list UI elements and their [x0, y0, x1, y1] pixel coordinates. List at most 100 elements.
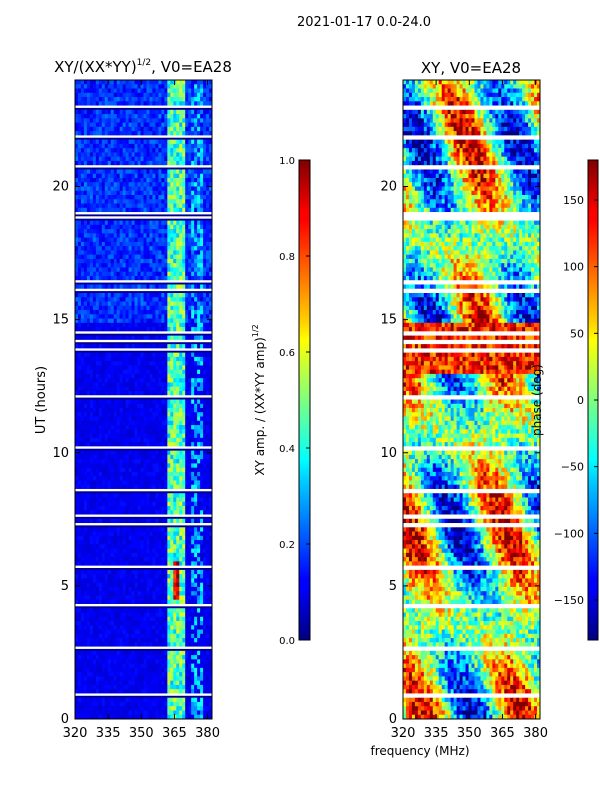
amplitude-heatmap-cell	[209, 578, 212, 583]
amplitude-heatmap-cell	[170, 284, 174, 290]
amplitude-heatmap-cell	[86, 275, 91, 281]
amplitude-heatmap-cell	[92, 233, 97, 238]
amplitude-heatmap-cell	[200, 586, 204, 592]
amplitude-heatmap-cell	[140, 467, 144, 473]
amplitude-heatmap-cell	[170, 314, 174, 319]
amplitude-heatmap-cell	[113, 241, 118, 247]
amplitude-heatmap-cell	[101, 399, 106, 405]
amplitude-heatmap-cell	[155, 399, 159, 405]
amplitude-heatmap-cell	[188, 386, 192, 392]
amplitude-heatmap-cell	[116, 510, 121, 515]
amplitude-heatmap-cell	[152, 586, 156, 592]
amplitude-heatmap-cell	[80, 450, 85, 456]
amplitude-heatmap-cell	[206, 408, 210, 413]
amplitude-heatmap-cell	[107, 203, 112, 209]
amplitude-heatmap-cell	[95, 484, 100, 490]
amplitude-heatmap-cell	[80, 518, 85, 524]
amplitude-heatmap-cell	[179, 233, 183, 238]
amplitude-heatmap-cell	[188, 207, 192, 213]
amplitude-heatmap-cell	[173, 531, 177, 537]
amplitude-heatmap-cell	[152, 412, 156, 417]
amplitude-heatmap-cell	[92, 373, 97, 379]
amplitude-heatmap-cell	[125, 540, 130, 545]
amplitude-heatmap-cell	[143, 361, 147, 366]
amplitude-heatmap-cell	[92, 318, 97, 324]
amplitude-heatmap-cell	[158, 92, 162, 98]
amplitude-heatmap-cell	[146, 595, 150, 601]
amplitude-heatmap-cell	[104, 510, 109, 515]
amplitude-heatmap-cell	[167, 442, 171, 447]
amplitude-heatmap-cell	[170, 275, 174, 281]
amplitude-heatmap-cell	[101, 118, 106, 123]
amplitude-heatmap-cell	[158, 352, 162, 358]
amplitude-heatmap-cell	[75, 586, 79, 592]
amplitude-heatmap-cell	[203, 160, 207, 166]
amplitude-heatmap-cell	[191, 160, 195, 166]
amplitude-heatmap-cell	[101, 182, 106, 187]
amplitude-heatmap-cell	[203, 224, 207, 230]
amplitude-heatmap-cell	[77, 352, 82, 358]
amplitude-heatmap-cell	[164, 501, 168, 507]
amplitude-heatmap-cell	[206, 195, 210, 200]
amplitude-heatmap-cell	[77, 80, 82, 85]
amplitude-heatmap-cell	[170, 574, 174, 579]
amplitude-heatmap-cell	[119, 263, 124, 268]
amplitude-heatmap-cell	[125, 493, 130, 498]
amplitude-heatmap-cell	[125, 557, 130, 562]
amplitude-heatmap-cell	[125, 535, 130, 541]
amplitude-heatmap-cell	[131, 450, 135, 456]
amplitude-heatmap-cell	[125, 310, 130, 315]
amplitude-heatmap-cell	[170, 510, 174, 515]
amplitude-heatmap-cell	[110, 126, 115, 132]
amplitude-heatmap-cell	[149, 365, 153, 370]
amplitude-heatmap-cell	[104, 148, 109, 153]
amplitude-heatmap-cell	[164, 356, 168, 362]
amplitude-heatmap-cell	[188, 156, 192, 162]
amplitude-heatmap-cell	[152, 220, 156, 226]
amplitude-heatmap-cell	[173, 442, 177, 447]
amplitude-heatmap-cell	[134, 220, 138, 226]
amplitude-heatmap-cell	[131, 114, 135, 119]
amplitude-heatmap-cell	[101, 369, 106, 375]
amplitude-heatmap-cell	[173, 480, 177, 485]
amplitude-heatmap-cell	[161, 595, 165, 601]
amplitude-heatmap-cell	[194, 599, 198, 605]
amplitude-heatmap-cell	[140, 437, 144, 443]
amplitude-heatmap-cell	[98, 224, 103, 230]
amplitude-heatmap-cell	[86, 199, 91, 204]
amplitude-heatmap-cell	[191, 608, 195, 613]
amplitude-heatmap-cell	[110, 131, 115, 136]
amplitude-heatmap-cell	[122, 557, 127, 562]
amplitude-heatmap-cell	[170, 237, 174, 243]
amplitude-heatmap-cell	[77, 160, 82, 166]
amplitude-heatmap-cell	[119, 224, 124, 230]
amplitude-heatmap-cell	[110, 493, 115, 498]
amplitude-heatmap-cell	[122, 531, 127, 537]
amplitude-heatmap-cell	[104, 484, 109, 490]
amplitude-heatmap-cell	[122, 574, 127, 579]
amplitude-heatmap-cell	[122, 344, 127, 349]
amplitude-heatmap-cell	[122, 408, 127, 413]
amplitude-heatmap-cell	[140, 122, 144, 128]
amplitude-heatmap-cell	[179, 190, 183, 196]
amplitude-heatmap-cell	[128, 365, 132, 370]
amplitude-heatmap-cell	[203, 156, 207, 162]
amplitude-heatmap-cell	[113, 229, 118, 234]
amplitude-heatmap-cell	[83, 318, 88, 324]
amplitude-heatmap-cell	[191, 267, 195, 272]
amplitude-heatmap-cell	[113, 254, 118, 260]
amplitude-heatmap-cell	[119, 314, 124, 319]
amplitude-heatmap-cell	[119, 327, 124, 332]
amplitude-heatmap-cell	[209, 271, 212, 277]
amplitude-heatmap-cell	[75, 612, 79, 618]
amplitude-heatmap-cell	[143, 540, 147, 545]
amplitude-heatmap-cell	[98, 390, 103, 396]
amplitude-heatmap-cell	[98, 352, 103, 358]
amplitude-heatmap-cell	[167, 263, 171, 268]
amplitude-heatmap-cell	[203, 250, 207, 255]
amplitude-heatmap-cell	[101, 143, 106, 149]
amplitude-heatmap-cell	[167, 416, 171, 422]
amplitude-heatmap-cell	[200, 335, 204, 341]
amplitude-heatmap-cell	[143, 284, 147, 290]
amplitude-heatmap-cell	[101, 527, 106, 532]
